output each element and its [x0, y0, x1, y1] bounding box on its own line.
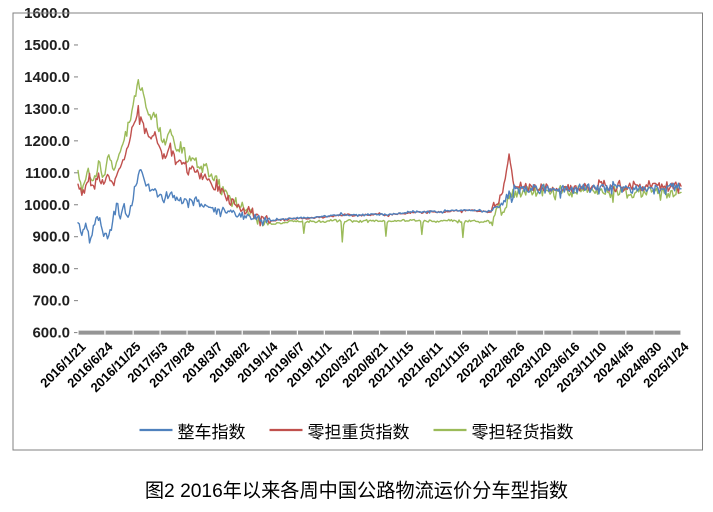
svg-text:700.0: 700.0: [32, 293, 70, 310]
svg-text:900.0: 900.0: [32, 229, 70, 246]
svg-text:800.0: 800.0: [32, 261, 70, 278]
svg-text:600.0: 600.0: [32, 325, 70, 342]
svg-text:1200.0: 1200.0: [24, 133, 70, 150]
svg-text:1300.0: 1300.0: [24, 101, 70, 118]
svg-text:1400.0: 1400.0: [24, 69, 70, 86]
svg-text:1500.0: 1500.0: [24, 37, 70, 54]
svg-text:1000.0: 1000.0: [24, 197, 70, 214]
svg-text:1100.0: 1100.0: [25, 165, 70, 182]
